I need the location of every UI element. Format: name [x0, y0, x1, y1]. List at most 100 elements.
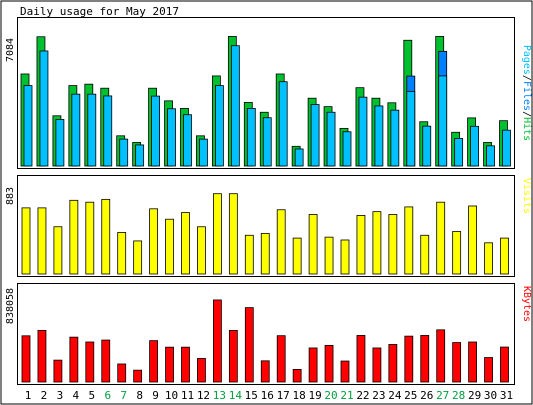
x-tick-day-4: 4 [73, 389, 80, 402]
bar-kbytes-day-8 [133, 369, 143, 383]
bar-kbytes-day-16 [260, 360, 270, 383]
bar-visits-day-10 [165, 218, 174, 275]
bar-pages-day-24 [390, 109, 400, 167]
ylabel-sep-1: / [521, 75, 532, 81]
bar-visits-day-14 [228, 193, 238, 275]
bar-visits-day-19 [308, 214, 318, 275]
bar-pages-day-5 [87, 93, 97, 167]
x-tick-day-6: 6 [104, 389, 111, 402]
bar-visits-day-18 [292, 237, 302, 275]
bars-bottom-panel [21, 299, 509, 383]
ylabel-pages: Pages [521, 45, 532, 75]
x-tick-day-28: 28 [452, 389, 465, 402]
y-tick-middle: 883 [5, 187, 16, 205]
bar-visits-day-22 [356, 215, 366, 275]
x-tick-day-17: 17 [277, 389, 290, 402]
bar-visits-day-8 [133, 240, 143, 275]
panel-frame-middle [17, 175, 515, 277]
x-tick-day-1: 1 [25, 389, 32, 402]
bar-visits-day-2 [37, 207, 47, 275]
bar-kbytes-day-29 [468, 341, 478, 383]
bar-kbytes-day-17 [276, 335, 286, 383]
bar-pages-day-2 [39, 50, 49, 167]
x-tick-day-30: 30 [484, 389, 497, 402]
bar-visits-day-17 [276, 209, 286, 275]
x-tick-day-18: 18 [293, 389, 306, 402]
bar-kbytes-day-30 [484, 357, 493, 383]
bar-kbytes-day-28 [452, 342, 462, 383]
bar-visits-day-13 [212, 193, 222, 275]
bar-pages-day-18 [294, 148, 304, 167]
x-tick-day-29: 29 [468, 389, 481, 402]
bar-kbytes-day-14 [228, 329, 238, 383]
bar-kbytes-day-24 [388, 344, 398, 383]
bar-visits-day-26 [420, 234, 430, 275]
x-tick-day-24: 24 [388, 389, 402, 402]
bar-pages-day-23 [374, 105, 384, 167]
x-tick-day-3: 3 [57, 389, 64, 402]
bar-kbytes-day-9 [149, 340, 159, 383]
x-tick-day-27: 27 [436, 389, 449, 402]
bar-kbytes-day-25 [404, 335, 414, 383]
bar-pages-day-27 [438, 75, 448, 167]
x-tick-day-15: 15 [245, 389, 258, 402]
bar-pages-day-14 [230, 45, 240, 167]
bar-visits-day-23 [372, 211, 382, 275]
x-axis-day-labels: 1 2 3 4 5 6 7 8 9 10 11 12 13 14 15 16 17 18 19 20 21 22 23 24 2… [25, 389, 513, 402]
x-tick-day-21: 21 [340, 389, 353, 402]
ylabel-files: Files [521, 81, 532, 111]
bar-kbytes-day-10 [165, 346, 174, 383]
x-tick-day-22: 22 [356, 389, 369, 402]
bar-pages-day-25 [406, 90, 416, 167]
bars-middle-panel [21, 193, 509, 275]
x-tick-day-7: 7 [120, 389, 127, 402]
bar-pages-day-19 [310, 104, 320, 167]
bar-kbytes-day-13 [212, 299, 222, 383]
bar-pages-day-17 [278, 81, 288, 167]
bar-kbytes-day-20 [324, 344, 334, 383]
x-tick-day-2: 2 [41, 389, 48, 402]
bar-visits-day-16 [260, 232, 270, 275]
x-tick-day-10: 10 [165, 389, 178, 402]
bar-visits-day-24 [388, 214, 398, 275]
bar-pages-day-16 [262, 117, 272, 167]
bar-kbytes-day-7 [117, 363, 127, 383]
ylabel-visits: Visits [521, 178, 532, 214]
bar-pages-day-1 [23, 85, 33, 167]
bar-pages-day-8 [135, 144, 145, 167]
x-tick-day-31: 31 [500, 389, 513, 402]
bar-pages-day-10 [167, 108, 176, 167]
x-tick-day-19: 19 [308, 389, 321, 402]
bar-kbytes-day-26 [420, 335, 430, 383]
bar-visits-day-6 [101, 198, 111, 275]
x-tick-day-5: 5 [88, 389, 95, 402]
bar-kbytes-day-22 [356, 335, 366, 383]
bar-pages-day-7 [119, 138, 129, 167]
bar-visits-day-20 [324, 236, 334, 275]
bar-kbytes-day-3 [53, 359, 63, 383]
bar-pages-day-28 [454, 138, 464, 167]
bar-pages-day-4 [71, 93, 81, 167]
bar-visits-day-12 [197, 226, 206, 275]
bar-kbytes-day-31 [500, 346, 509, 383]
bar-pages-day-13 [214, 85, 224, 167]
bar-visits-day-9 [149, 208, 159, 275]
x-tick-day-12: 12 [197, 389, 210, 402]
bar-visits-day-27 [436, 201, 446, 275]
bar-kbytes-day-2 [37, 329, 47, 383]
bar-kbytes-day-4 [69, 336, 79, 383]
bar-kbytes-day-21 [340, 360, 350, 383]
bar-pages-day-15 [246, 108, 256, 167]
bar-pages-day-31 [502, 129, 511, 167]
bar-visits-day-15 [244, 234, 254, 275]
bar-pages-day-9 [151, 95, 161, 167]
bar-pages-day-29 [470, 125, 480, 167]
bar-visits-day-11 [181, 212, 190, 275]
bar-pages-day-11 [183, 114, 192, 167]
ylabel-sep-2: / [521, 111, 532, 117]
bars-top-panel [20, 36, 511, 167]
bar-pages-day-6 [103, 95, 113, 167]
bar-pages-day-3 [55, 119, 65, 167]
bar-kbytes-day-5 [85, 341, 95, 383]
